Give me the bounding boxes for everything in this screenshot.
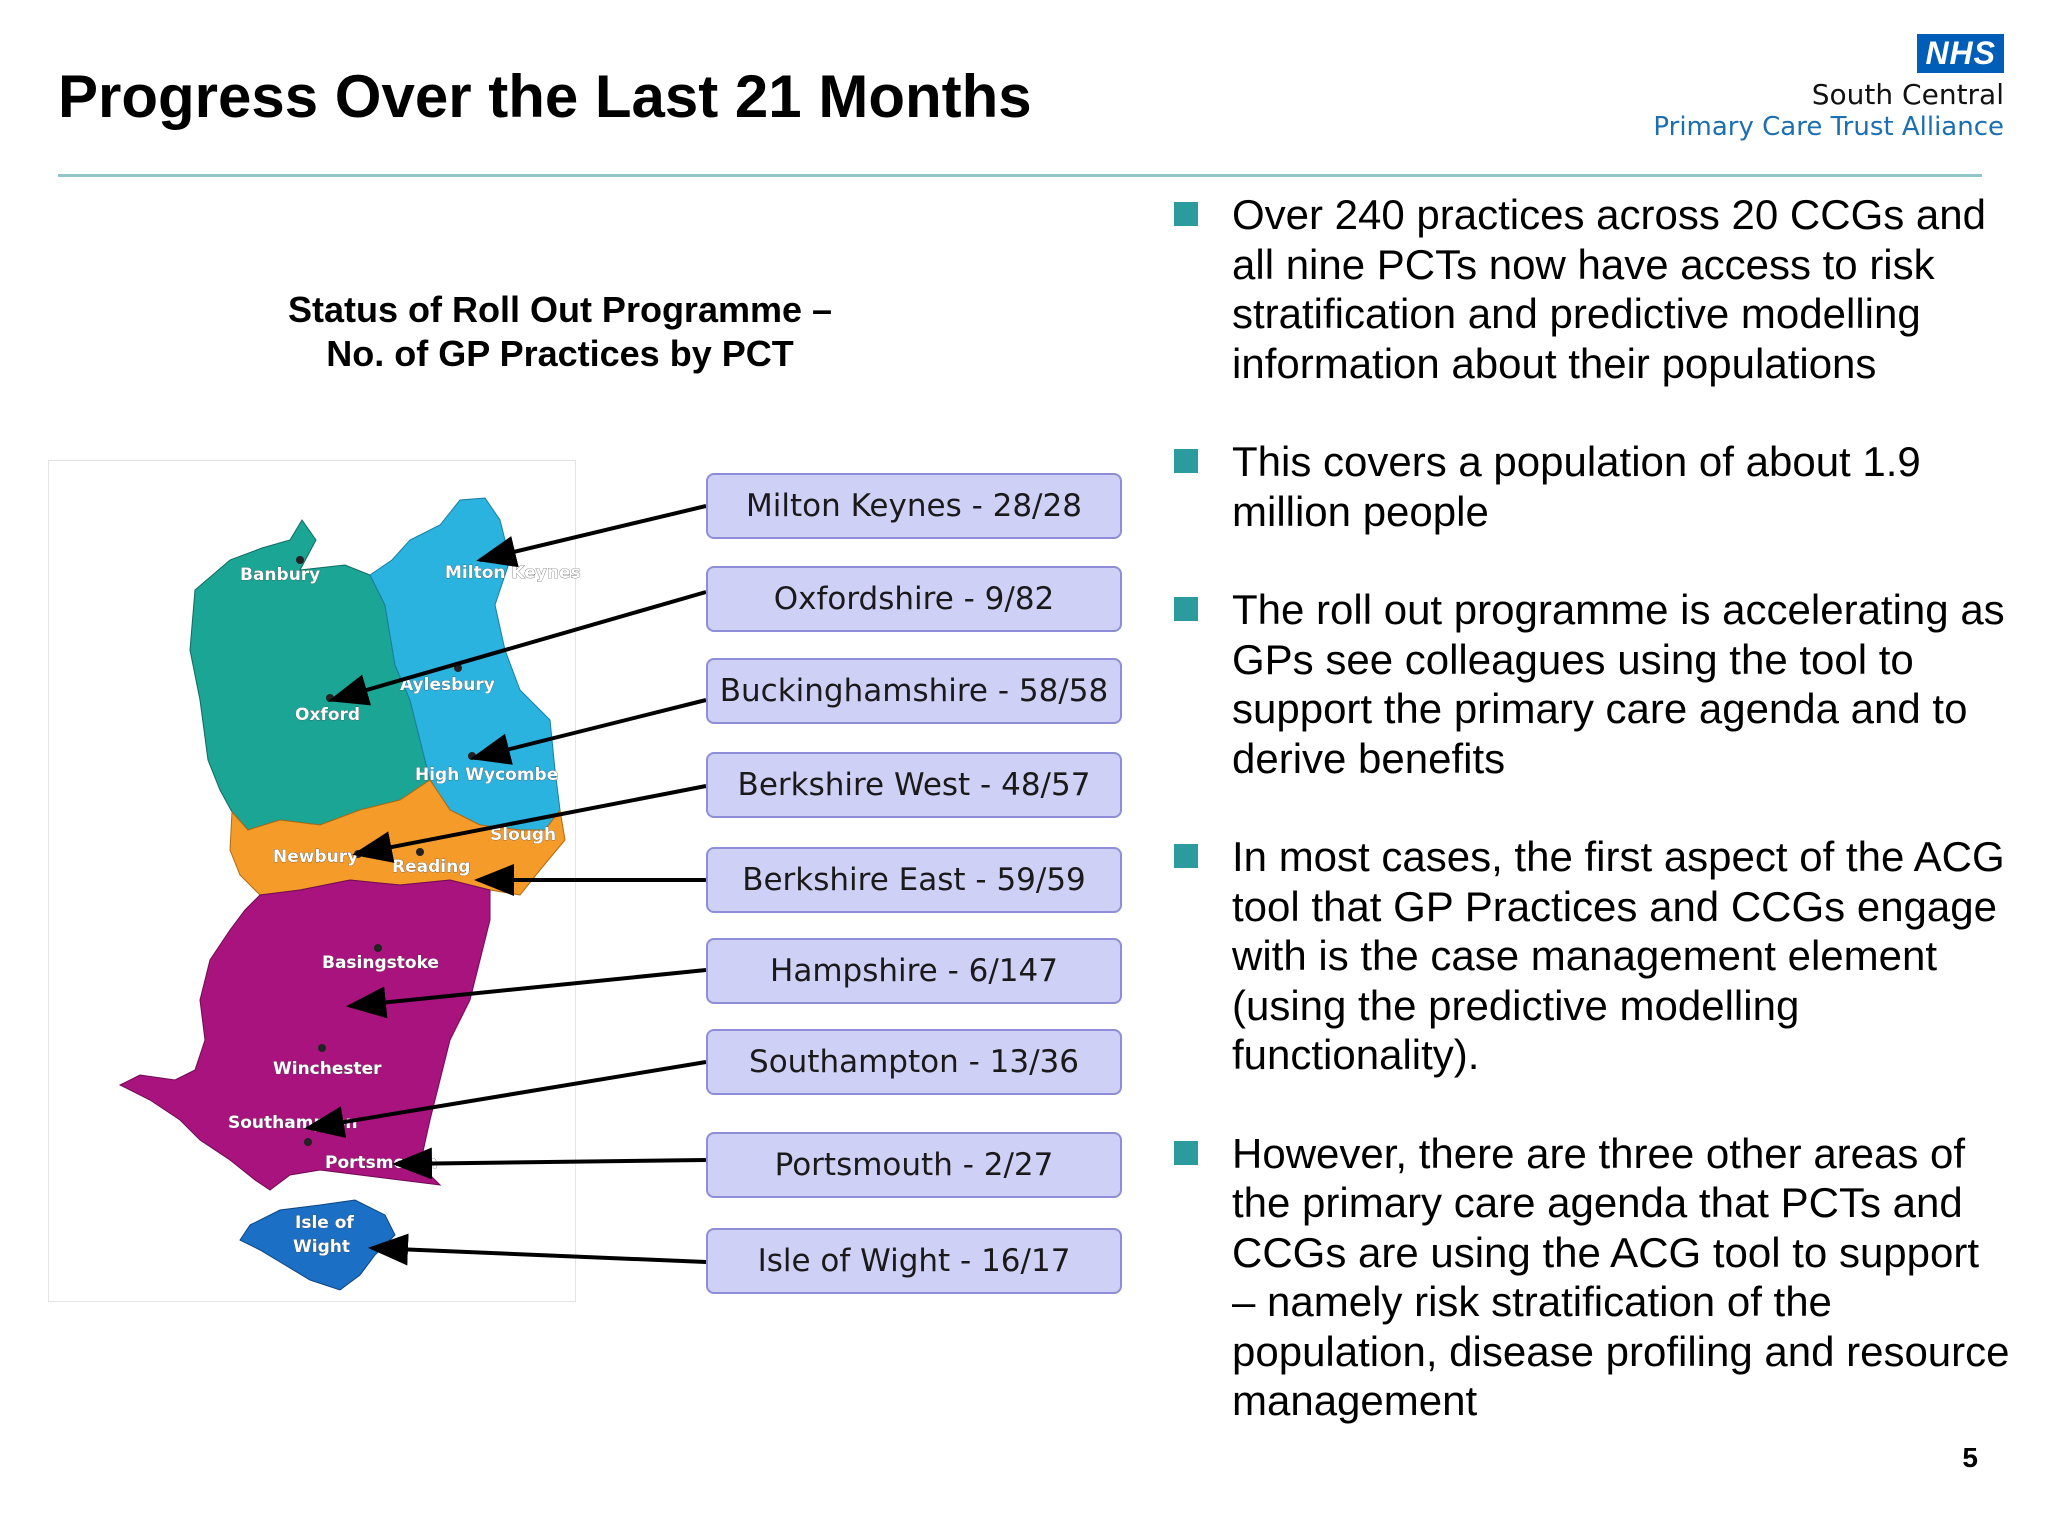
map-label-isle-of: Isle of — [295, 1213, 354, 1233]
map-label-reading: Reading — [392, 857, 470, 877]
map-label-aylesbury: Aylesbury — [400, 675, 495, 695]
isle-of-wight-region — [239, 1199, 396, 1291]
bullet-item: This covers a population of about 1.9 mi… — [1170, 437, 2010, 536]
nhs-logo: NHS — [1917, 34, 2004, 73]
arrow-hampshire — [346, 968, 707, 1019]
bullet-square-icon — [1174, 844, 1198, 868]
chart-title-line-2: No. of GP Practices by PCT — [326, 333, 794, 374]
pct-box-isle-of-wight: Isle of Wight - 16/17 — [706, 1228, 1122, 1294]
pct-box-milton-keynes: Milton Keynes - 28/28 — [706, 473, 1122, 539]
bullet-square-icon — [1174, 449, 1198, 473]
arrow-isle-of-wight — [368, 1233, 707, 1266]
arrow-portsmouth — [392, 1147, 707, 1180]
pct-box-buckinghamshire: Buckinghamshire - 58/58 — [706, 658, 1122, 724]
pct-box-hampshire: Hampshire - 6/147 — [706, 938, 1122, 1004]
arrow-berkshire-west — [352, 784, 707, 863]
map-label-wight: Wight — [293, 1237, 350, 1257]
map-label-newbury: Newbury — [273, 847, 358, 867]
bullet-item: In most cases, the first aspect of the A… — [1170, 832, 2010, 1080]
map-label-oxford: Oxford — [295, 705, 360, 725]
bullet-square-icon — [1174, 202, 1198, 226]
chart-title-line-1: Status of Roll Out Programme – — [287, 289, 833, 330]
pct-box-portsmouth: Portsmouth - 2/27 — [706, 1132, 1122, 1198]
bullet-item: However, there are three other areas of … — [1170, 1129, 2010, 1426]
map-label-milton-keynes: Milton Keynes — [445, 563, 581, 583]
arrow-buckinghamshire — [470, 698, 707, 765]
bullet-text: However, there are three other areas of … — [1232, 1129, 2010, 1425]
bullet-text: Over 240 practices across 20 CCGs and al… — [1232, 191, 1986, 387]
southampton-marker — [304, 1138, 312, 1146]
bullet-square-icon — [1174, 597, 1198, 621]
page-title: Progress Over the Last 21 Months — [58, 63, 1032, 130]
org-name: South Central — [1811, 78, 2004, 111]
basingstoke-marker — [374, 944, 382, 952]
bullet-square-icon — [1174, 1140, 1198, 1165]
pct-box-southampton: Southampton - 13/36 — [706, 1029, 1122, 1095]
pct-box-berkshire-east: Berkshire East - 59/59 — [706, 847, 1122, 913]
map-label-winchester: Winchester — [273, 1059, 382, 1079]
chart-title: Status of Roll Out Programme – No. of GP… — [180, 288, 940, 376]
reading-marker — [416, 848, 424, 856]
bullet-list: Over 240 practices across 20 CCGs and al… — [1170, 190, 2010, 1475]
bullet-item: Over 240 practices across 20 CCGs and al… — [1170, 190, 2010, 388]
bullet-text: The roll out programme is accelerating a… — [1232, 586, 2005, 782]
title-divider — [58, 174, 1982, 177]
winchester-marker — [318, 1044, 326, 1052]
pct-box-berkshire-west: Berkshire West - 48/57 — [706, 752, 1122, 818]
banbury-marker — [296, 556, 304, 564]
org-subtitle: Primary Care Trust Alliance — [1653, 112, 2004, 142]
bullet-item: The roll out programme is accelerating a… — [1170, 585, 2010, 783]
map-label-basingstoke: Basingstoke — [322, 953, 439, 973]
bullet-text: This covers a population of about 1.9 mi… — [1232, 438, 1921, 535]
arrow-oxfordshire — [328, 590, 707, 706]
map-label-slough: Slough — [490, 825, 556, 845]
page-number: 5 — [1962, 1442, 1978, 1473]
map-label-high-wycombe: High Wycombe — [415, 765, 558, 785]
arrow-southampton — [304, 1060, 707, 1138]
bullet-text: In most cases, the first aspect of the A… — [1232, 833, 2005, 1078]
pct-box-oxfordshire: Oxfordshire - 9/82 — [706, 566, 1122, 632]
region-map: Banbury Milton Keynes Aylesbury Oxford H… — [118, 497, 707, 1291]
arrow-milton-keynes — [476, 504, 707, 568]
map-label-banbury: Banbury — [240, 565, 320, 585]
